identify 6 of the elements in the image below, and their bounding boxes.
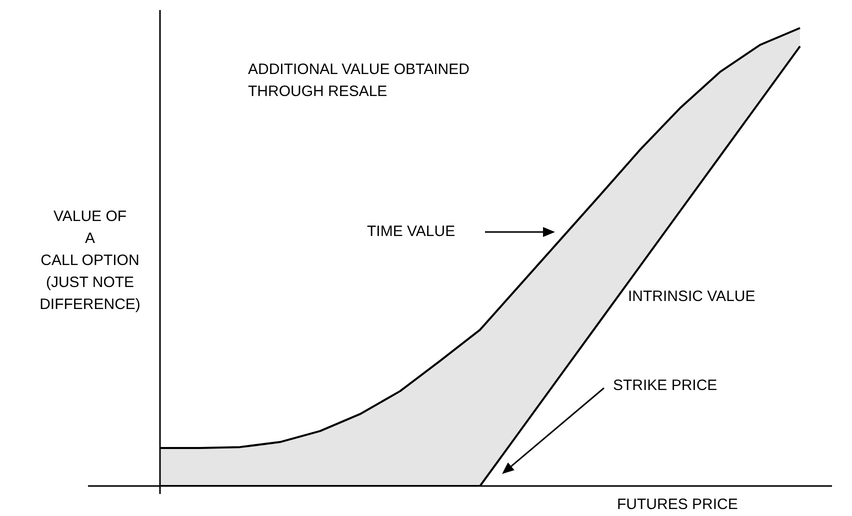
y-axis-title: VALUE OF A CALL OPTION (JUST NOTE DIFFERENCE) <box>38 207 142 315</box>
annotation: ADDITIONAL VALUE OBTAINED THROUGH RESALE <box>248 60 470 102</box>
annotation: STRIKE PRICE <box>613 376 718 396</box>
annotation: INTRINSIC VALUE <box>628 287 756 307</box>
x-axis-title: FUTURES PRICE <box>617 495 738 515</box>
annotation: TIME VALUE <box>367 222 456 242</box>
